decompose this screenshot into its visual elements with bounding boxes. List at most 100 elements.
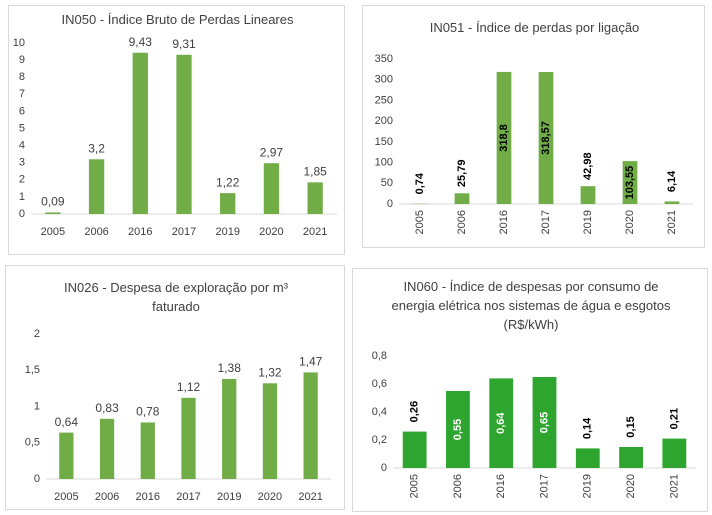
y-tick-label: 9 — [19, 54, 25, 66]
chart-panel: 0 1 2 3 4 5 6 7 8 9 10 0,09 2005 3,2 2006 9,43 2016 9,31 2… — [8, 5, 345, 255]
x-tick-label: 2006 — [452, 474, 464, 498]
y-tick-label: 0 — [381, 462, 387, 474]
value-label: 0,65 — [538, 412, 550, 433]
value-label: 0,09 — [41, 195, 65, 209]
bar — [222, 378, 237, 479]
value-label: 1,38 — [218, 361, 242, 375]
y-tick-label: 6 — [19, 105, 25, 117]
y-tick-label: 200 — [375, 115, 393, 127]
y-tick-label: 1 — [19, 191, 25, 203]
value-label: 0,64 — [495, 412, 507, 434]
y-tick-label: 300 — [375, 74, 393, 86]
bar — [532, 377, 557, 468]
x-tick-label: 2019 — [582, 474, 594, 498]
bar — [176, 54, 192, 215]
value-label: 318,57 — [540, 121, 552, 155]
y-tick-label: 7 — [19, 88, 25, 100]
x-tick-label: 2016 — [128, 226, 152, 238]
value-label: 0,83 — [95, 401, 119, 415]
value-label: 1,22 — [216, 175, 240, 189]
bar — [496, 71, 512, 204]
chart: 0 1 2 3 4 5 6 7 8 9 10 0,09 2005 3,2 2006 9,43 2016 9,31 2… — [13, 35, 337, 238]
bar — [662, 438, 687, 468]
value-label: 2,97 — [260, 145, 284, 159]
bar — [664, 201, 680, 204]
x-tick-label: 2006 — [95, 491, 119, 503]
value-label: 1,12 — [177, 380, 201, 394]
y-tick-label: 150 — [375, 136, 393, 148]
x-tick-label: 2020 — [625, 474, 637, 498]
y-tick-label: 0 — [387, 198, 393, 210]
bar — [303, 372, 318, 479]
chart-title: IN050 - Índice Bruto de Perdas Lineares — [61, 12, 294, 27]
chart: 0 0,5 1 1,5 2 0,64 2005 0,83 2006 0,78 2016 1,12 201… — [25, 328, 331, 503]
value-label: 25,79 — [456, 160, 468, 188]
value-label: 103,55 — [624, 166, 636, 200]
bar — [140, 422, 155, 479]
bar — [619, 447, 643, 468]
value-label: 9,31 — [172, 37, 196, 51]
bar — [402, 431, 427, 468]
y-tick-label: 2 — [19, 174, 25, 186]
x-tick-label: 2006 — [84, 226, 108, 238]
value-label: 318,8 — [498, 124, 510, 152]
value-label: 0,78 — [136, 405, 160, 419]
y-tick-label: 0,2 — [372, 434, 387, 446]
y-tick-label: 2 — [34, 328, 40, 340]
y-tick-label: 0,8 — [372, 350, 387, 362]
x-tick-label: 2021 — [298, 491, 322, 503]
y-tick-label: 0,4 — [372, 406, 387, 418]
x-tick-label: 2020 — [624, 210, 636, 234]
value-label: 0,64 — [55, 415, 79, 429]
x-tick-label: 2017 — [176, 491, 200, 503]
y-tick-label: 250 — [375, 94, 393, 106]
value-label: 1,85 — [303, 165, 327, 179]
y-tick-label: 0,5 — [25, 437, 40, 449]
chart: 0 50 100 150 200 250 300 350 0,74 2005 25,79 2006 31… — [375, 53, 693, 234]
x-tick-label: 2021 — [303, 226, 327, 238]
bar — [538, 72, 554, 204]
x-tick-label: 2005 — [414, 210, 426, 234]
x-tick-label: 2017 — [540, 210, 552, 234]
x-tick-label: 2019 — [217, 491, 241, 503]
value-label: 42,98 — [582, 152, 594, 180]
x-tick-label: 2006 — [456, 210, 468, 234]
chart-title: IN060 - Índice de despesas por consumo d… — [391, 279, 671, 332]
x-tick-label: 2020 — [259, 226, 283, 238]
bar — [262, 383, 278, 479]
x-tick-label: 2005 — [54, 491, 78, 503]
bar — [446, 391, 470, 468]
chart-panel: 0 0,2 0,4 0,6 0,8 0,26 2005 0,55 2006 0,64 2016 0,6… — [352, 268, 708, 512]
value-label: 1,47 — [299, 355, 323, 369]
bar — [307, 182, 323, 214]
chart-title: IN051 - Índice de perdas por ligação — [429, 20, 640, 35]
bar — [580, 186, 596, 204]
x-tick-label: 2016 — [495, 474, 507, 498]
x-tick-label: 2016 — [498, 210, 510, 234]
x-tick-label: 2017 — [538, 474, 550, 498]
y-tick-label: 10 — [13, 37, 25, 49]
value-label: 0,14 — [582, 417, 594, 439]
y-tick-label: 0,6 — [372, 378, 387, 390]
bar — [181, 397, 196, 479]
bar — [220, 193, 236, 214]
y-tick-label: 5 — [19, 122, 25, 134]
bar — [622, 161, 638, 204]
value-label: 0,21 — [668, 408, 680, 429]
bar — [575, 448, 600, 468]
bar — [99, 418, 115, 479]
bar — [132, 52, 148, 214]
x-tick-label: 2016 — [136, 491, 160, 503]
bar — [263, 163, 280, 214]
bar — [59, 432, 74, 479]
x-tick-label: 2005 — [409, 474, 421, 498]
x-tick-label: 2005 — [41, 226, 65, 238]
x-tick-label: 2021 — [668, 474, 680, 498]
chart: 0 0,2 0,4 0,6 0,8 0,26 2005 0,55 2006 0,64 2016 0,6… — [372, 350, 696, 498]
y-tick-label: 350 — [375, 53, 393, 65]
value-label: 3,2 — [88, 141, 105, 155]
y-tick-label: 50 — [381, 177, 393, 189]
chart-title: IN026 - Despesa de exploração por m³ fat… — [63, 280, 288, 314]
y-tick-label: 3 — [19, 157, 25, 169]
